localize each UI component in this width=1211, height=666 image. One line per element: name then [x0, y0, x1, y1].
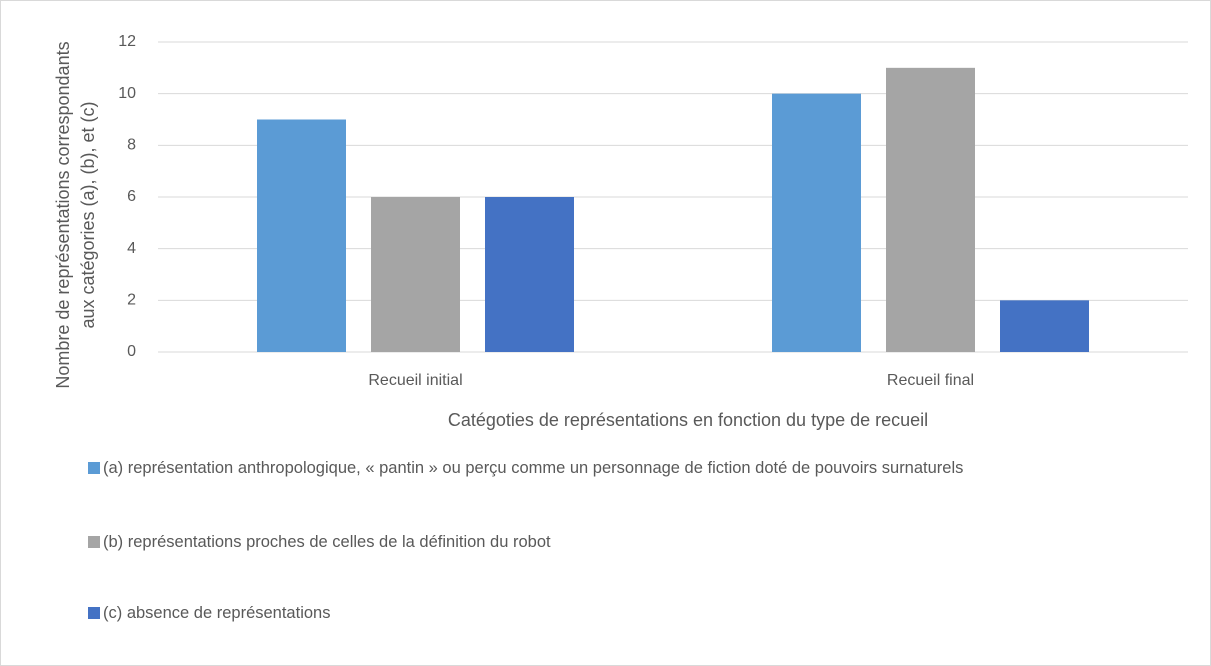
bar: [1000, 300, 1089, 352]
legend-label: (b) représentations proches de celles de…: [103, 533, 551, 551]
bar: [485, 197, 574, 352]
y-tick-label: 4: [127, 240, 136, 257]
x-tick-label: Recueil final: [887, 372, 974, 389]
bar: [257, 119, 346, 352]
y-axis-label: Nombre de représentations correspondants…: [53, 41, 98, 389]
x-tick-label: Recueil initial: [368, 372, 462, 389]
legend-swatch: [88, 536, 100, 548]
x-axis-label: Catégoties de représentations en fonctio…: [448, 410, 928, 430]
y-tick-label: 2: [127, 292, 136, 309]
y-tick-label: 6: [127, 188, 136, 205]
y-tick-label: 10: [118, 85, 136, 102]
legend-swatch: [88, 462, 100, 474]
y-tick-label: 12: [118, 33, 136, 50]
y-tick-label: 8: [127, 137, 136, 154]
bar: [772, 93, 861, 353]
bar: [886, 67, 975, 352]
y-tick-label: 0: [127, 343, 136, 360]
legend-swatch: [88, 607, 100, 619]
legend-label: (c) absence de représentations: [103, 604, 331, 622]
legend-entry: (c) absence de représentations: [88, 600, 1148, 626]
legend-entry: (a) représentation anthropologique, « pa…: [88, 455, 1148, 481]
legend-label: (a) représentation anthropologique, « pa…: [103, 459, 964, 477]
bar: [371, 197, 460, 352]
legend-entry: (b) représentations proches de celles de…: [88, 529, 1148, 555]
